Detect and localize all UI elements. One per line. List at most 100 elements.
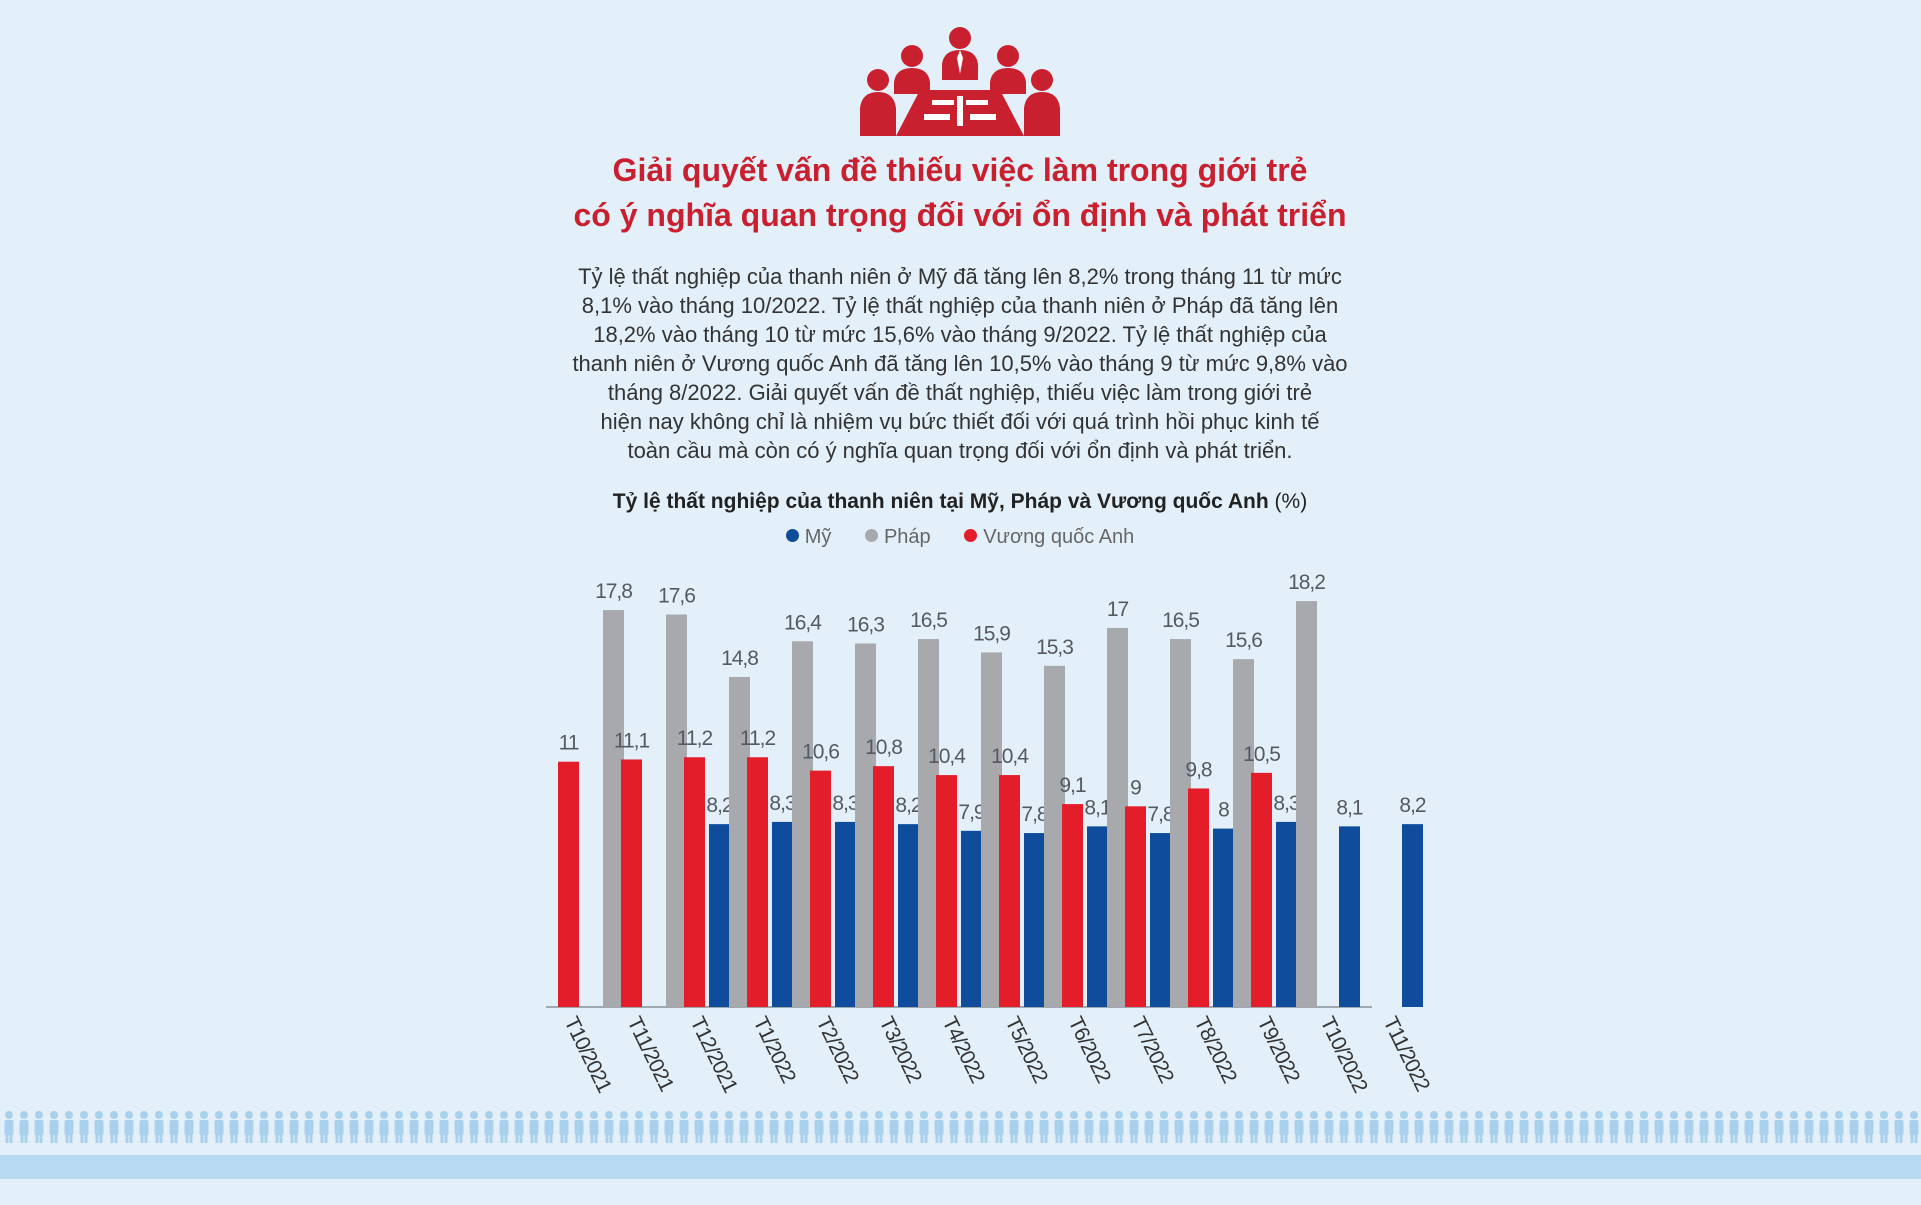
bar-france (729, 676, 750, 1007)
crowd-person-icon (514, 1111, 524, 1143)
bar-france (1296, 601, 1317, 1007)
crowd-person-icon (1309, 1111, 1319, 1143)
crowd-person-icon (1504, 1111, 1514, 1143)
x-tick-label: T8/2022 (1190, 1013, 1242, 1086)
bar-france (792, 641, 813, 1007)
data-label-france: 16,3 (847, 614, 884, 637)
data-label-us: 8,3 (769, 792, 796, 815)
data-label-uk: 9 (1130, 776, 1141, 799)
crowd-person-icon (304, 1111, 314, 1143)
bar-uk (1062, 804, 1083, 1007)
crowd-person-icon (484, 1111, 494, 1143)
data-label-uk: 9,1 (1059, 774, 1086, 797)
crowd-person-icon (889, 1111, 899, 1143)
bar-uk (810, 770, 831, 1007)
crowd-person-icon (979, 1111, 989, 1143)
crowd-person-icon (94, 1111, 104, 1143)
crowd-person-icon (1864, 1111, 1874, 1143)
meeting-icon (858, 24, 1062, 136)
crowd-person-icon (499, 1111, 509, 1143)
legend-label-france: Pháp (883, 526, 931, 548)
data-label-uk: 11 (559, 732, 579, 755)
crowd-person-icon (259, 1111, 269, 1143)
x-tick-label: T9/2022 (1253, 1013, 1305, 1086)
data-label-france: 16,5 (910, 609, 947, 632)
bar-france (603, 610, 624, 1007)
title-line-2: có ý nghĩa quan trọng đối với ổn định và… (573, 197, 1347, 233)
crowd-person-icon (1114, 1111, 1124, 1143)
crowd-person-icon (559, 1111, 569, 1143)
data-label-us: 8,1 (1084, 796, 1111, 819)
crowd-person-icon (1474, 1111, 1484, 1143)
crowd-person-icon (1234, 1111, 1244, 1143)
crowd-person-icon (79, 1111, 89, 1143)
crowd-person-icon (994, 1111, 1004, 1143)
data-label-uk: 10,4 (928, 745, 966, 768)
crowd-person-icon (1564, 1111, 1574, 1143)
crowd-person-icon (739, 1111, 749, 1143)
data-label-france: 17,8 (595, 580, 632, 603)
bar-france (1107, 627, 1128, 1007)
x-tick-label: T6/2022 (1064, 1013, 1116, 1086)
crowd-person-icon (424, 1111, 434, 1143)
crowd-person-icon (1819, 1111, 1829, 1143)
crowd-person-icon (949, 1111, 959, 1143)
crowd-person-icon (1909, 1111, 1919, 1143)
crowd-person-icon (874, 1111, 884, 1143)
data-label-france: 17 (1107, 598, 1129, 621)
title-line-1: Giải quyết vấn đề thiếu việc làm trong g… (612, 152, 1308, 188)
crowd-person-icon (1654, 1111, 1664, 1143)
crowd-person-icon (1894, 1111, 1904, 1143)
x-tick-label: T4/2022 (938, 1013, 990, 1086)
bar-france (918, 639, 939, 1007)
data-label-us: 8 (1218, 799, 1229, 822)
bar-uk (558, 761, 579, 1007)
data-label-us: 8,1 (1336, 796, 1363, 819)
crowd-person-icon (1264, 1111, 1274, 1143)
crowd-person-icon (1834, 1111, 1844, 1143)
crowd-person-icon (124, 1111, 134, 1143)
x-tick-label: T2/2022 (812, 1013, 864, 1086)
crowd-person-icon (1549, 1111, 1559, 1143)
crowd-person-icon (1294, 1111, 1304, 1143)
crowd-person-icon (109, 1111, 119, 1143)
crowd-person-icon (19, 1111, 29, 1143)
x-tick-label: T5/2022 (1001, 1013, 1053, 1086)
crowd-person-icon (1099, 1111, 1109, 1143)
legend-item-uk: Vương quốc Anh (964, 526, 1134, 549)
crowd-person-icon (1384, 1111, 1394, 1143)
data-label-us: 7,8 (1021, 803, 1048, 826)
crowd-person-icon (1729, 1111, 1739, 1143)
bar-us (1087, 826, 1108, 1007)
crowd-person-icon (184, 1111, 194, 1143)
intro-line: 8,1% vào tháng 10/2022. Tỷ lệ thất nghiệ… (581, 293, 1339, 318)
crowd-person-icon (454, 1111, 464, 1143)
crowd-person-icon (1324, 1111, 1334, 1143)
data-label-france: 17,6 (658, 585, 695, 608)
intro-line: toàn cầu mà còn có ý nghĩa quan trọng đố… (627, 438, 1293, 463)
bar-france (855, 643, 876, 1007)
crowd-person-icon (574, 1111, 584, 1143)
crowd-person-icon (64, 1111, 74, 1143)
crowd-person-icon (919, 1111, 929, 1143)
data-label-uk: 11,1 (614, 729, 650, 752)
x-tick-label: T1/2022 (749, 1013, 801, 1086)
crowd-person-icon (964, 1111, 974, 1143)
crowd-person-icon (1684, 1111, 1694, 1143)
crowd-person-icon (229, 1111, 239, 1143)
crowd-person-icon (1744, 1111, 1754, 1143)
bar-us (772, 821, 793, 1007)
bar-uk (999, 775, 1020, 1007)
crowd-person-icon (1159, 1111, 1169, 1143)
bar-us (1276, 821, 1297, 1007)
crowd-person-icon (799, 1111, 809, 1143)
crowd-person-icon (829, 1111, 839, 1143)
x-tick-label: T10/2022 (1316, 1013, 1372, 1096)
data-label-france: 15,9 (973, 622, 1010, 645)
crowd-person-icon (709, 1111, 719, 1143)
crowd-person-icon (1444, 1111, 1454, 1143)
intro-line: thanh niên ở Vương quốc Anh đã tăng lên … (572, 351, 1348, 376)
crowd-person-icon (364, 1111, 374, 1143)
crowd-person-icon (769, 1111, 779, 1143)
